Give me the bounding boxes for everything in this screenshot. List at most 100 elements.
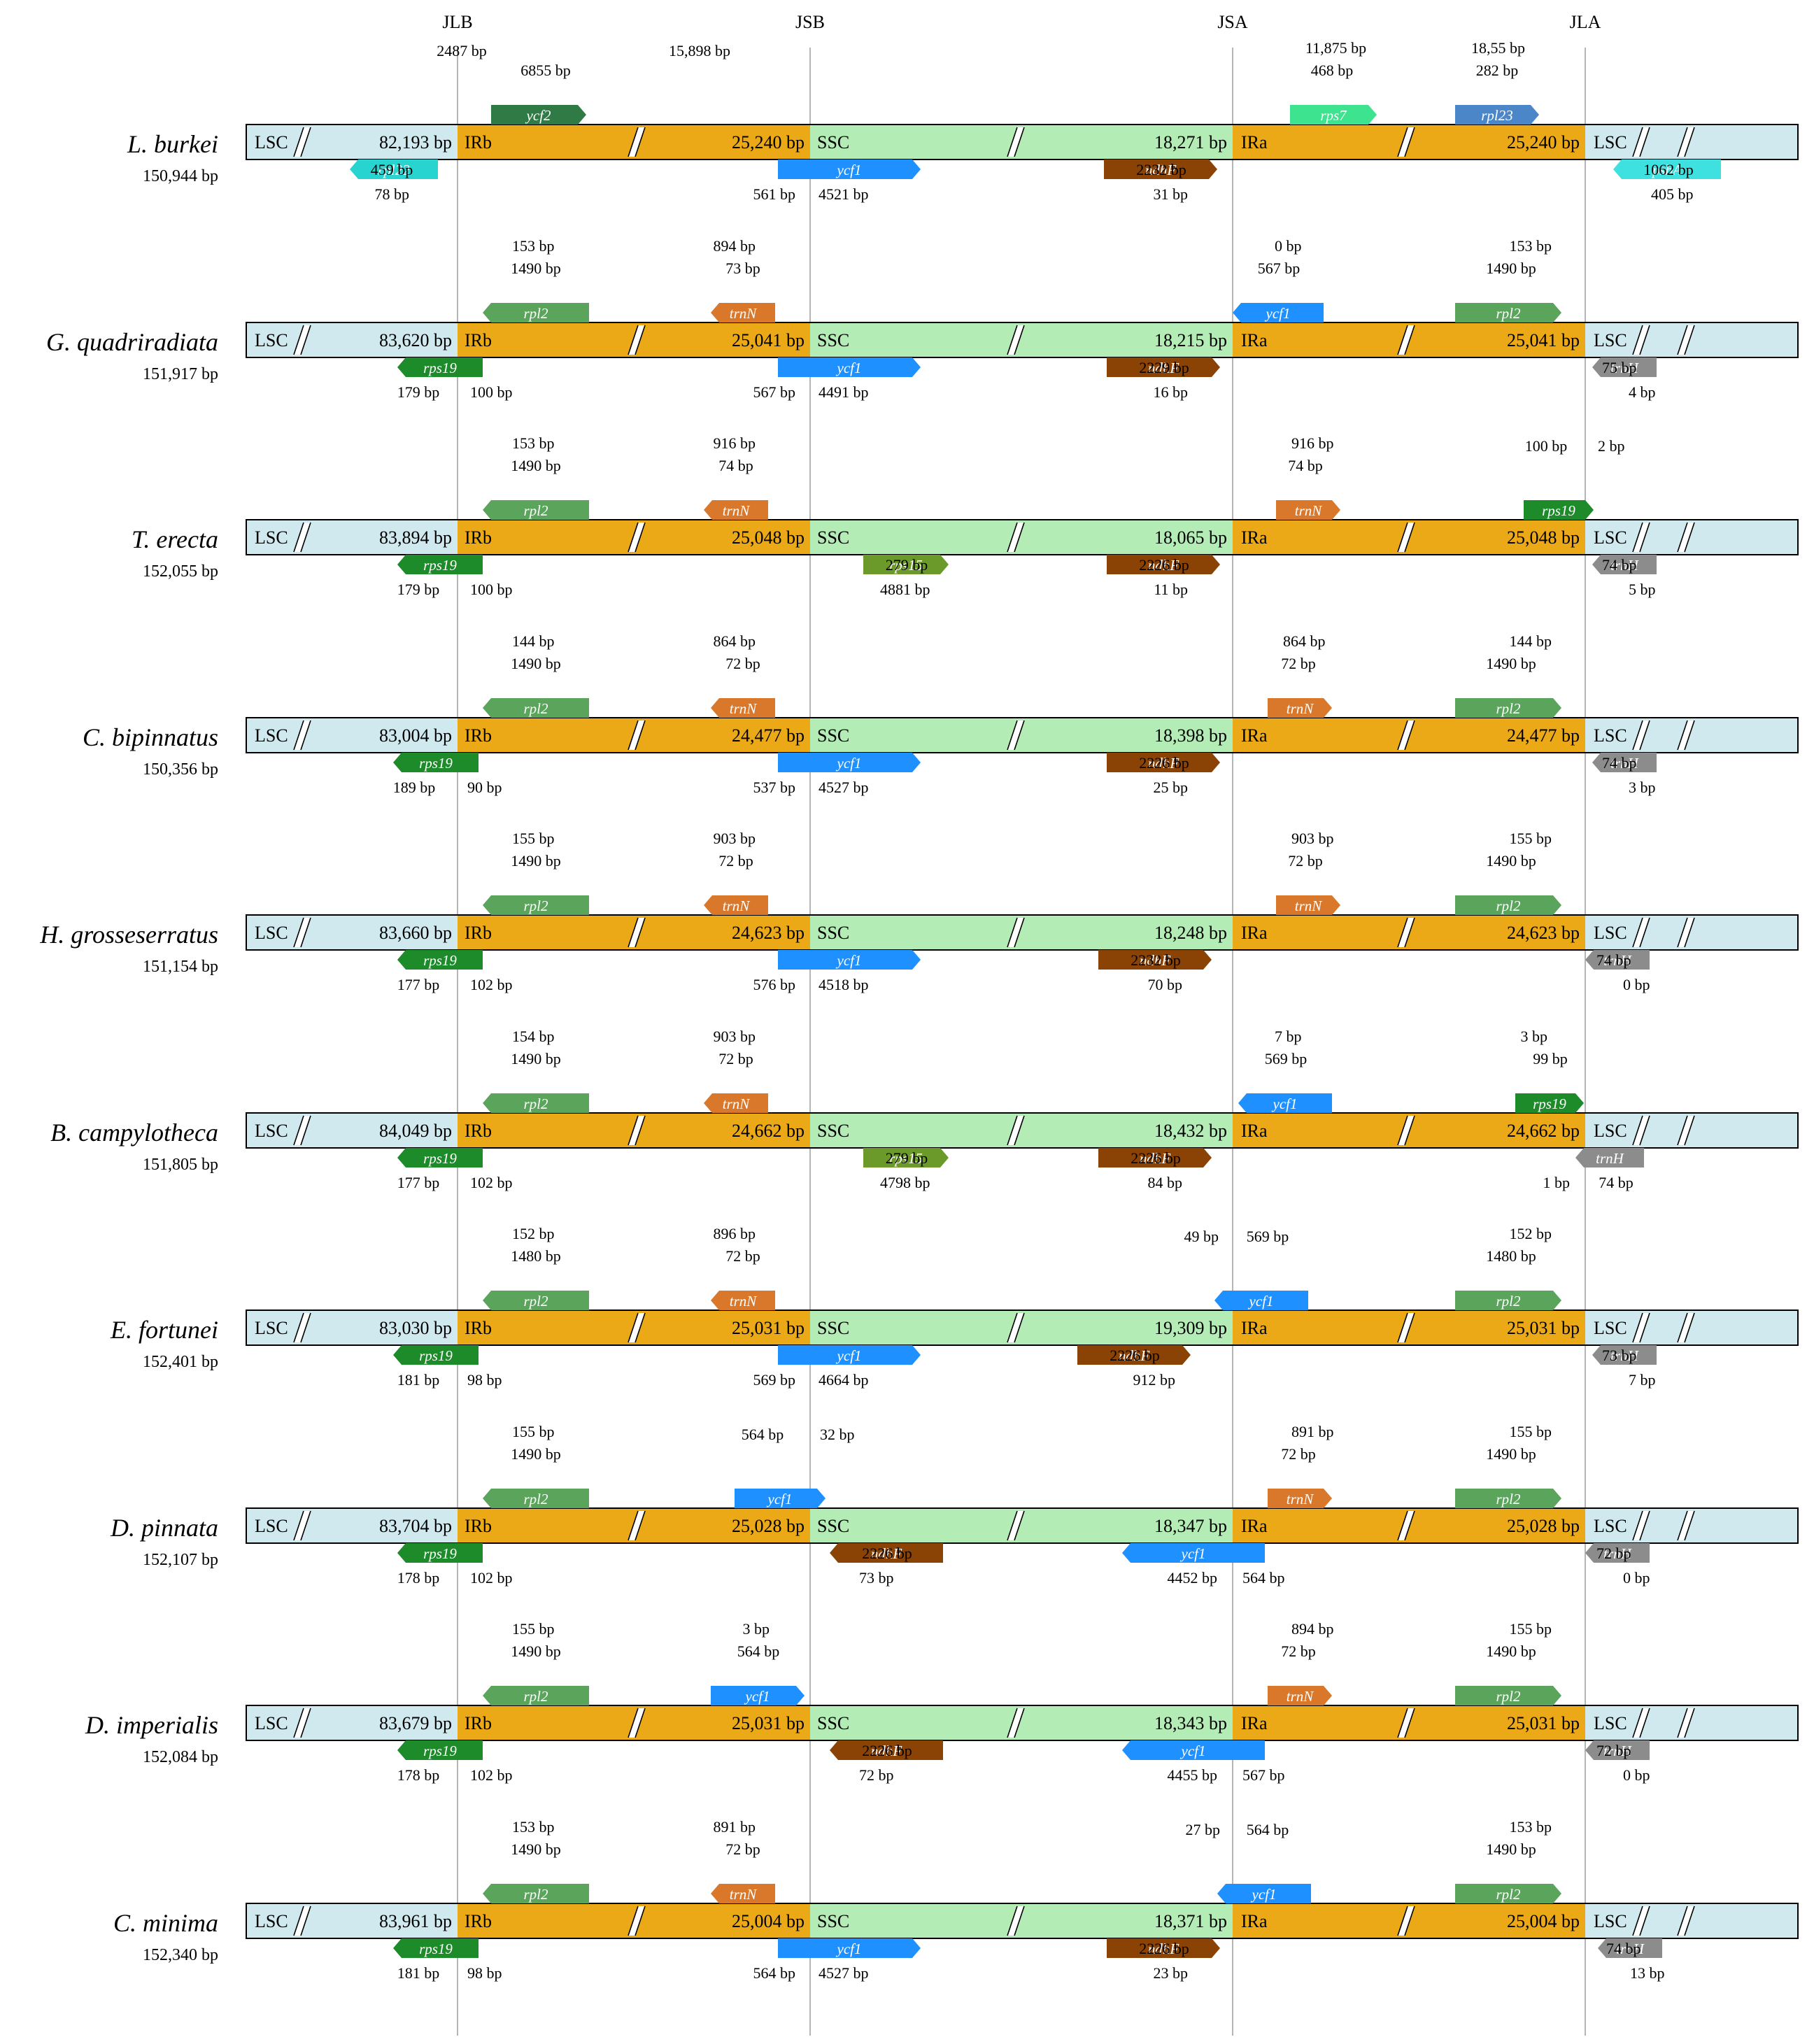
region-label-irb: IRb [465,527,492,548]
break-line [1007,1115,1018,1146]
bp-annotation: 405 bp [1651,185,1694,203]
bp-annotation: 1490 bp [511,852,561,870]
gene-arrow [1107,357,1220,377]
gene-rps19: rps19 [393,1345,479,1365]
bp-annotation: 177 bp [397,1174,440,1191]
bp-annotation: 2 bp [1598,437,1625,455]
region-label-ira: IRa [1241,1713,1268,1733]
bp-annotation: 4518 bp [819,976,869,993]
break-line [628,522,639,553]
gene-rpl2: rpl2 [1455,1884,1561,1903]
lsc-size: 83,961 bp [379,1911,452,1931]
lsc-region [246,1113,458,1148]
gene-psbA: psbA [1613,159,1721,179]
bp-annotation: 6855 bp [520,62,571,79]
gene-name: ycf1 [1272,1095,1298,1112]
gene-trnN: trnN [711,1884,775,1903]
break-line [1404,127,1415,157]
gene-arrow [1107,753,1220,772]
lsc-region [246,125,458,159]
break-line [1007,1510,1018,1541]
gene-arrow [393,1345,479,1365]
break-line [1639,917,1650,948]
gene-arrow [735,1489,825,1508]
gene-name: rps19 [423,1545,457,1562]
bp-annotation: 564 bp [753,1964,796,1982]
gene-name: rpl2 [523,305,548,322]
bp-annotation: 102 bp [470,1569,513,1587]
break-line [1632,325,1643,355]
break-mark [1633,1708,1650,1738]
break-line [1677,1510,1688,1541]
break-mark [1398,1313,1415,1342]
gene-arrow [1455,698,1561,718]
region-label-ssc: SSC [817,1713,849,1733]
break-mark [628,1313,645,1342]
bp-annotation: 2226 bp [862,1545,912,1562]
gene-arrow [704,1093,768,1113]
gene-ycf1: ycf1 [778,159,921,179]
gene-arrow [1107,555,1220,574]
gene-arrow [711,698,775,718]
gene-name: ndhF [1148,1940,1179,1957]
bp-annotation: 564 bp [742,1426,784,1443]
gene-ycf1: ycf1 [1238,1093,1332,1113]
gene-trnH: trnH [1585,1543,1650,1563]
gene-name: ycf1 [836,952,862,969]
gene-name: rpl2 [1496,1293,1521,1310]
gene-arrow [863,555,949,574]
bp-annotation: 154 bp [512,1028,555,1045]
gene-arrow [483,1291,589,1310]
break-line [1684,1115,1695,1146]
break-mark [1398,918,1415,947]
gene-trnN: trnN [1268,1489,1332,1508]
break-line [300,325,311,355]
break-line [1684,522,1695,553]
break-line [1007,1708,1018,1738]
break-line [1639,1905,1650,1936]
break-mark [294,1116,311,1145]
break-line [1404,325,1415,355]
gene-rps19: rps19 [397,950,483,970]
species-row: B. campylotheca 151,805 bp LSC 84,049 bp IRb… [50,1028,1799,1191]
bp-annotation: 279 bp [886,1149,928,1167]
genome-bar-outline [246,124,1799,160]
species-name: D. pinnata [110,1514,218,1542]
gene-rpl2: rpl2 [483,303,589,322]
gene-name: trnN [723,502,751,519]
break-line [1639,1312,1650,1343]
break-line [1007,1312,1018,1343]
gene-name: rpl23 [1481,107,1513,124]
ssc-size: 18,271 bp [1154,132,1227,152]
gene-ndhF: ndhF [830,1740,943,1760]
bp-annotation: 2226 bp [1139,556,1189,574]
break-line [293,917,304,948]
gene-ycf1: ycf1 [778,1938,921,1958]
break-mark [628,721,645,750]
break-line [300,522,311,553]
break-line [1397,1115,1408,1146]
gene-name: ndhF [1148,755,1179,772]
gene-arrow [778,1938,921,1958]
break-line [1684,1510,1695,1541]
gene-name: rps7 [1320,107,1347,124]
break-line [635,1905,646,1936]
region-label-lsc: LSC [255,330,288,350]
region-label-lsc: LSC [1594,132,1627,152]
bp-annotation: 279 bp [886,556,928,574]
irb-size: 24,623 bp [732,923,805,943]
species-row: C. bipinnatus 150,356 bp LSC 83,004 bp IRb 24… [83,632,1799,796]
gene-arrow [830,1740,943,1760]
gene-name: trnH [1616,1940,1645,1957]
lsc-region [246,1508,458,1543]
bp-annotation: 2226 bp [1139,1940,1189,1957]
region-label-ira: IRa [1241,1516,1268,1536]
break-mark [294,1313,311,1342]
gene-arrow [483,1489,589,1508]
bp-annotation: 155 bp [512,1423,555,1440]
gene-name: ndhF [1140,952,1171,969]
bp-annotation: 468 bp [1311,62,1354,79]
gene-trnN: trnN [704,895,768,915]
bp-annotation: 155 bp [1510,1423,1552,1440]
bp-annotation: 102 bp [470,976,513,993]
